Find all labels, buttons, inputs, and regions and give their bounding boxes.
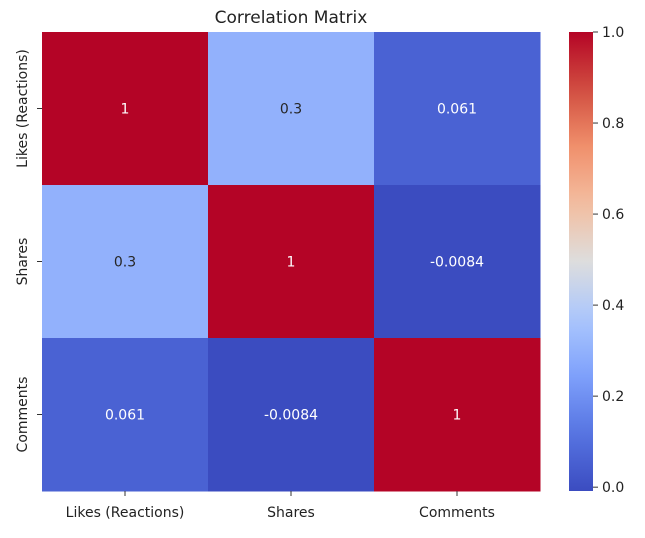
y-tick-label: Likes (Reactions) <box>15 49 31 168</box>
cell-value-label: 1 <box>287 255 296 271</box>
cell-value-label: 1 <box>121 102 130 118</box>
cell-value-label: -0.0084 <box>264 408 318 424</box>
colorbar-tick-label: 0.8 <box>602 116 624 132</box>
y-axis: Likes (Reactions) Shares Comments <box>15 49 42 452</box>
colorbar-tick-label: 0.4 <box>602 298 624 314</box>
cell-value-label: 0.061 <box>105 408 145 424</box>
colorbar-tick-label: 0.2 <box>602 389 624 405</box>
colorbar: 0.0 0.2 0.4 0.6 0.8 1.0 <box>569 25 624 496</box>
heatmap-cell <box>208 338 375 492</box>
cell-value-label: -0.0084 <box>430 255 484 271</box>
heatmap-cells: 1 0.3 0.061 0.3 1 -0.0084 0.061 -0.0084 1 <box>42 32 541 492</box>
y-tick-label: Shares <box>15 238 31 286</box>
heatmap-cell <box>374 185 541 339</box>
cell-value-label: 1 <box>453 408 462 424</box>
heatmap-cell <box>374 32 541 186</box>
heatmap-cell <box>374 338 541 492</box>
cell-value-label: 0.3 <box>280 102 302 118</box>
heatmap-cell <box>42 32 209 186</box>
cell-value-label: 0.061 <box>437 102 477 118</box>
heatmap-cell <box>208 32 375 186</box>
x-tick-label: Likes (Reactions) <box>66 505 185 521</box>
x-tick-label: Comments <box>419 505 495 521</box>
cell-value-label: 0.3 <box>114 255 136 271</box>
colorbar-tick-label: 0.0 <box>602 480 624 496</box>
colorbar-tick-label: 0.6 <box>602 207 624 223</box>
x-axis: Likes (Reactions) Shares Comments <box>66 491 495 521</box>
y-tick-label: Comments <box>15 377 31 453</box>
x-tick-label: Shares <box>267 505 315 521</box>
colorbar-tick-label: 1.0 <box>602 25 624 41</box>
chart-title: Correlation Matrix <box>215 8 368 28</box>
colorbar-gradient <box>569 32 593 491</box>
heatmap-cell <box>42 338 209 492</box>
heatmap-cell <box>42 185 209 339</box>
heatmap-cell <box>208 185 375 339</box>
